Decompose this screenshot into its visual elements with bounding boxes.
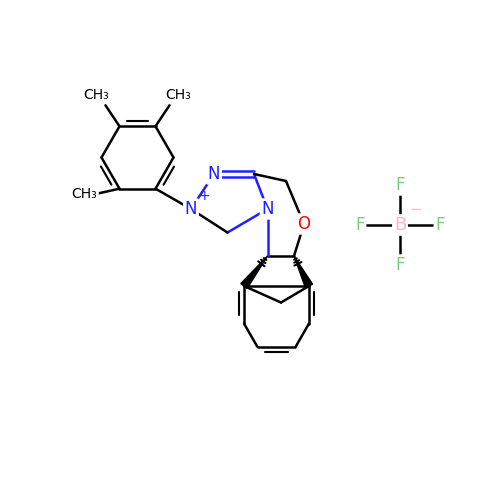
Text: N: N [208, 165, 220, 183]
Text: CH₃: CH₃ [72, 186, 98, 200]
Text: N: N [185, 200, 197, 218]
Text: CH₃: CH₃ [166, 88, 192, 102]
Text: F: F [395, 256, 405, 274]
Text: +: + [199, 189, 210, 203]
Polygon shape [241, 256, 268, 288]
Text: N: N [261, 200, 274, 218]
Text: B: B [394, 216, 406, 234]
Text: −: − [409, 202, 422, 217]
Text: CH₃: CH₃ [84, 88, 110, 102]
Text: F: F [436, 216, 445, 234]
Polygon shape [294, 256, 312, 288]
Text: F: F [395, 176, 405, 194]
Text: O: O [298, 215, 310, 233]
Text: F: F [355, 216, 365, 234]
